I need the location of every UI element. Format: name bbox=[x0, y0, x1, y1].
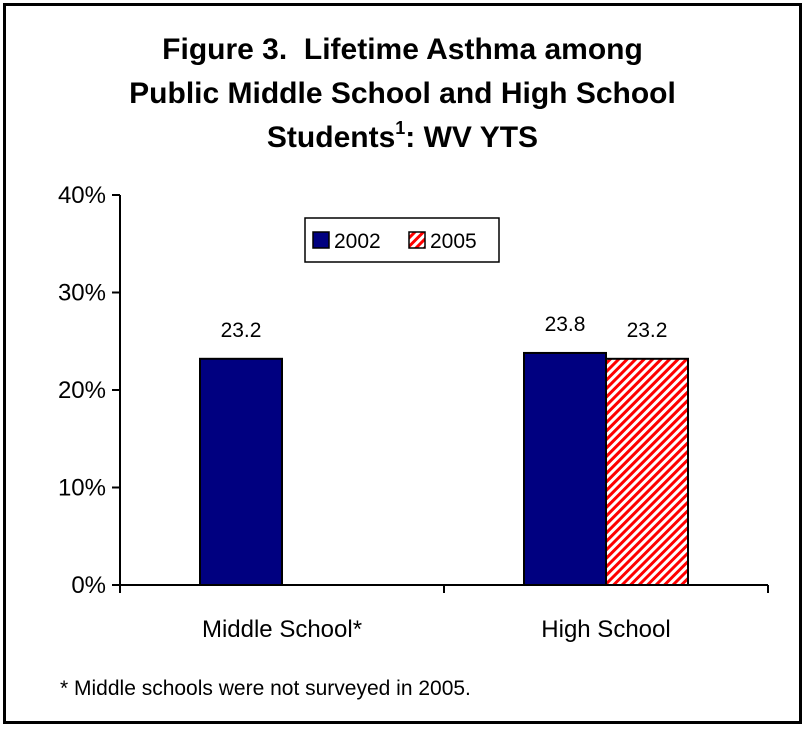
footnote: * Middle schools were not surveyed in 20… bbox=[60, 677, 471, 700]
title-superscript: 1 bbox=[395, 118, 406, 138]
title-line3: Students1: WV YTS bbox=[266, 118, 539, 154]
bars: 23.2 23.8 23.2 bbox=[199, 313, 689, 587]
x-tick-label: High School bbox=[541, 616, 670, 643]
y-tick-label: 20% bbox=[58, 377, 106, 404]
title-suffix: : WV YTS bbox=[405, 121, 539, 154]
y-tick-label: 0% bbox=[71, 572, 106, 599]
data-label: 23.2 bbox=[221, 319, 262, 342]
chart-title: Figure 3. Lifetime Asthma among Public M… bbox=[0, 28, 805, 160]
y-tick-label: 40% bbox=[58, 182, 106, 209]
legend-box bbox=[304, 217, 500, 263]
y-tick-label: 10% bbox=[58, 475, 106, 502]
legend: 2002 2005 bbox=[304, 217, 500, 263]
y-tick-label: 30% bbox=[58, 280, 106, 307]
title-line1: Figure 3. Lifetime Asthma among bbox=[162, 33, 643, 66]
bar-2002 bbox=[523, 351, 607, 587]
bar-2002 bbox=[199, 357, 283, 586]
legend-label-2005: 2005 bbox=[430, 230, 477, 253]
x-tick-label: Middle School* bbox=[202, 616, 362, 643]
legend-swatch-2002 bbox=[312, 231, 330, 249]
legend-swatch-2005 bbox=[408, 231, 426, 249]
data-label: 23.2 bbox=[627, 319, 668, 342]
data-label: 23.8 bbox=[545, 313, 586, 336]
legend-label-2002: 2002 bbox=[334, 230, 381, 253]
title-line2: Public Middle School and High School bbox=[129, 77, 676, 110]
axes: 0% 10% 20% 30% 40% Middle School* High School bbox=[58, 182, 769, 643]
bar-2005 bbox=[605, 357, 689, 586]
